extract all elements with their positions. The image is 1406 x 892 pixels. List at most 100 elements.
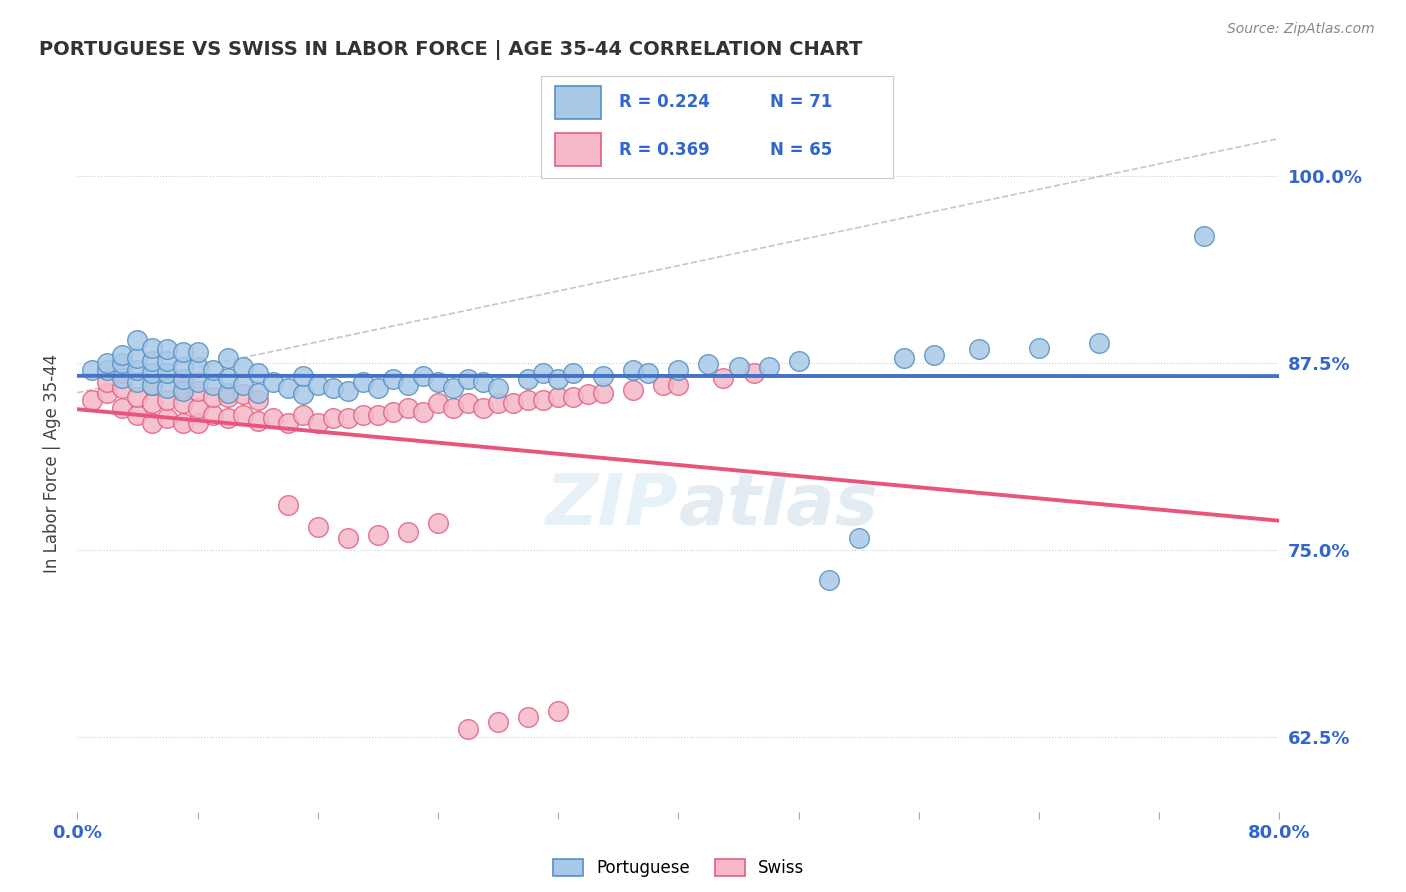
Point bbox=[127, 363, 149, 377]
Legend: Portuguese, Swiss: Portuguese, Swiss bbox=[546, 852, 811, 883]
Point bbox=[277, 381, 299, 395]
Point bbox=[291, 408, 314, 422]
Point bbox=[156, 367, 179, 381]
Point bbox=[277, 498, 299, 512]
Point bbox=[111, 367, 134, 381]
Point bbox=[486, 396, 509, 410]
Point bbox=[217, 351, 239, 366]
Point bbox=[187, 360, 209, 375]
Point bbox=[232, 360, 254, 375]
Point bbox=[727, 360, 749, 375]
Point bbox=[201, 390, 224, 404]
Point bbox=[336, 531, 359, 545]
Point bbox=[441, 381, 464, 395]
Text: ZIP: ZIP bbox=[546, 471, 679, 540]
Point bbox=[621, 383, 644, 397]
Point bbox=[531, 393, 554, 408]
Point bbox=[352, 408, 374, 422]
Point bbox=[322, 381, 344, 395]
Point bbox=[336, 411, 359, 425]
Point bbox=[201, 363, 224, 377]
Text: R = 0.224: R = 0.224 bbox=[619, 94, 710, 112]
Point bbox=[291, 387, 314, 401]
Point bbox=[517, 372, 540, 386]
Point bbox=[262, 411, 284, 425]
Point bbox=[592, 369, 614, 384]
Point bbox=[697, 357, 720, 371]
Point bbox=[787, 354, 810, 368]
Point bbox=[172, 381, 194, 395]
Point bbox=[576, 387, 599, 401]
Text: N = 71: N = 71 bbox=[770, 94, 832, 112]
Point bbox=[201, 408, 224, 422]
Point bbox=[246, 385, 269, 400]
Point bbox=[82, 363, 104, 377]
Point bbox=[156, 343, 179, 357]
Point bbox=[412, 369, 434, 384]
Point bbox=[96, 356, 118, 370]
Point bbox=[396, 524, 419, 539]
Point bbox=[352, 376, 374, 390]
Point bbox=[396, 378, 419, 392]
Point bbox=[517, 393, 540, 408]
Point bbox=[217, 390, 239, 404]
Point bbox=[201, 378, 224, 392]
Point bbox=[637, 367, 659, 381]
Point bbox=[141, 396, 163, 410]
Point bbox=[848, 531, 870, 545]
Point bbox=[172, 360, 194, 375]
Y-axis label: In Labor Force | Age 35-44: In Labor Force | Age 35-44 bbox=[44, 354, 62, 574]
Text: atlas: atlas bbox=[679, 471, 879, 540]
Point bbox=[156, 393, 179, 408]
Point bbox=[367, 381, 389, 395]
Point bbox=[111, 371, 134, 385]
Point bbox=[1194, 228, 1216, 243]
Point bbox=[246, 414, 269, 428]
Point bbox=[262, 376, 284, 390]
Text: Source: ZipAtlas.com: Source: ZipAtlas.com bbox=[1227, 22, 1375, 37]
Point bbox=[156, 411, 179, 425]
Point bbox=[621, 363, 644, 377]
Point bbox=[713, 371, 735, 385]
Point bbox=[187, 345, 209, 359]
Point bbox=[517, 710, 540, 724]
Point bbox=[141, 354, 163, 368]
Point bbox=[367, 408, 389, 422]
Point bbox=[127, 376, 149, 390]
Point bbox=[111, 348, 134, 362]
Point bbox=[307, 520, 329, 534]
Point bbox=[307, 378, 329, 392]
Point bbox=[217, 411, 239, 425]
Point bbox=[232, 387, 254, 401]
FancyBboxPatch shape bbox=[555, 133, 602, 166]
Point bbox=[111, 356, 134, 370]
Text: N = 65: N = 65 bbox=[770, 141, 832, 159]
Point bbox=[427, 516, 450, 530]
Point bbox=[547, 390, 569, 404]
Point bbox=[742, 367, 765, 381]
Point bbox=[486, 381, 509, 395]
Point bbox=[141, 416, 163, 430]
Point bbox=[922, 348, 945, 362]
Point bbox=[652, 378, 675, 392]
Point bbox=[396, 401, 419, 415]
Point bbox=[82, 393, 104, 408]
Point bbox=[381, 372, 404, 386]
Point bbox=[127, 351, 149, 366]
Point bbox=[412, 405, 434, 419]
Point bbox=[307, 416, 329, 430]
Point bbox=[141, 341, 163, 355]
Point bbox=[472, 401, 495, 415]
Point bbox=[127, 334, 149, 348]
Point bbox=[547, 372, 569, 386]
Point bbox=[111, 381, 134, 395]
Point bbox=[187, 376, 209, 390]
Point bbox=[427, 396, 450, 410]
Point bbox=[217, 371, 239, 385]
Point bbox=[111, 401, 134, 415]
Point bbox=[547, 705, 569, 719]
Point bbox=[1028, 341, 1050, 355]
Point bbox=[668, 363, 690, 377]
Point bbox=[531, 367, 554, 381]
Point bbox=[322, 411, 344, 425]
